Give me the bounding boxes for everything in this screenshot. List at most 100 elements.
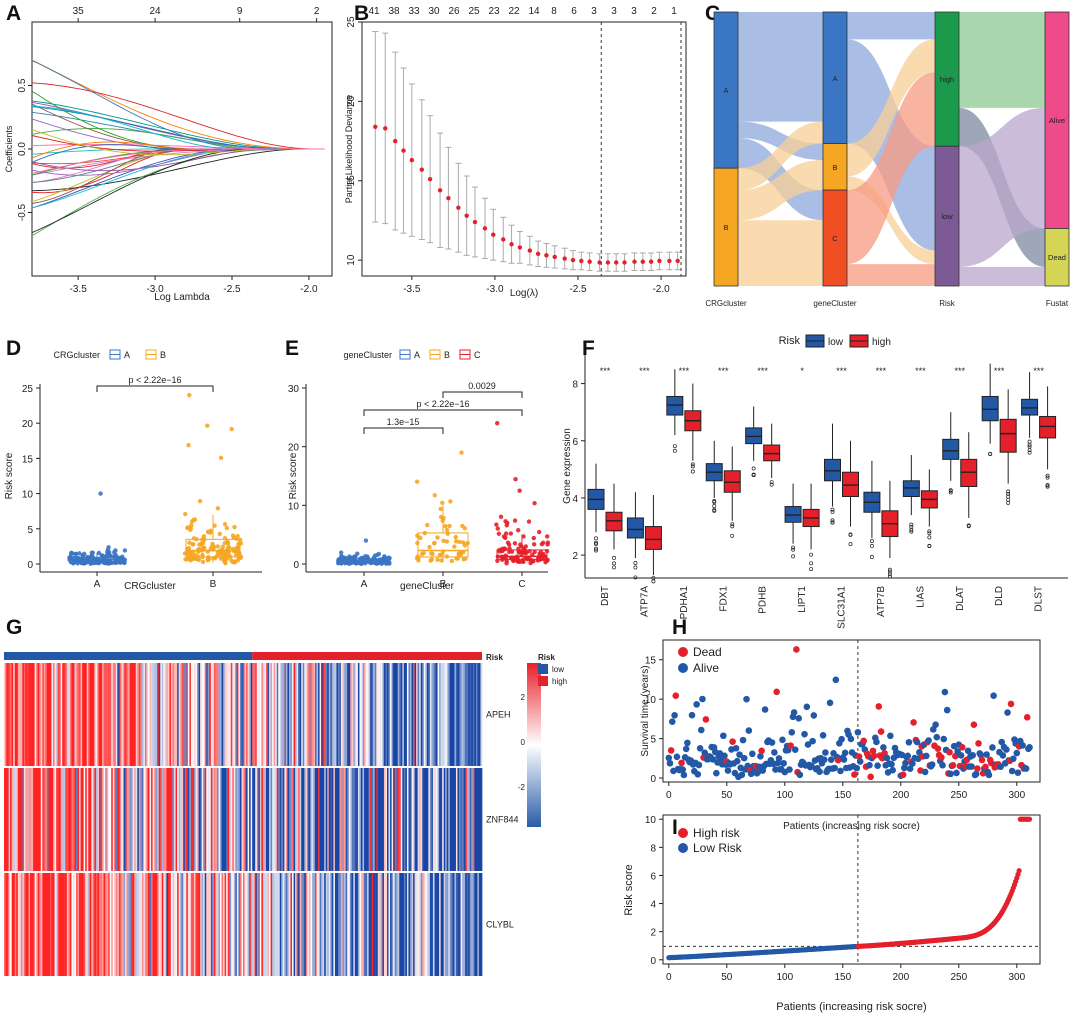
heatmap-cell [36, 663, 39, 766]
heatmap-cell [54, 768, 57, 871]
patient-point [877, 728, 885, 735]
top-tick-label: 6 [571, 6, 577, 17]
heatmap-cell [60, 873, 63, 976]
patient-point [932, 721, 939, 728]
heatmap-cell [302, 873, 305, 976]
heatmap-cell [357, 873, 360, 976]
patient-point [775, 755, 783, 762]
heatmap-cell [321, 663, 324, 766]
heatmap-cell [8, 663, 11, 766]
heatmap-cell [311, 873, 314, 976]
heatmap-cell [356, 768, 359, 871]
cv-point [579, 258, 584, 264]
data-point [222, 535, 228, 541]
heatmap-cell [411, 768, 414, 871]
heatmap-cell [293, 768, 296, 871]
heatmap-cell [82, 663, 85, 766]
patient-point [869, 747, 877, 755]
outlier-point [948, 490, 953, 495]
heatmap-cell [65, 663, 68, 766]
heatmap-cell [264, 663, 267, 766]
data-point [509, 556, 514, 561]
patient-point [832, 676, 840, 684]
heatmap-cell [405, 663, 408, 766]
heatmap-cell [466, 663, 469, 766]
heatmap-cell [367, 768, 369, 871]
heatmap-cell [209, 663, 212, 766]
heatmap-cell [108, 663, 111, 766]
heatmap-cell [151, 768, 153, 871]
patient-point [803, 703, 811, 711]
heatmap-cell [397, 768, 400, 871]
sankey-node [1044, 11, 1070, 229]
heatmap-cell [111, 663, 114, 766]
patient-point [977, 751, 985, 759]
outlier-point [769, 482, 774, 487]
heatmap-cell [68, 663, 71, 766]
data-point [224, 525, 230, 531]
y-axis-label: Risk score [288, 452, 299, 499]
heatmap-cell [270, 873, 273, 976]
heatmap-cell [347, 768, 350, 871]
heatmap-cell [160, 768, 163, 871]
heatmap-cell [117, 768, 120, 871]
data-point [544, 548, 550, 554]
heatmap-cell [111, 873, 114, 976]
heatmap-cell [391, 768, 394, 871]
heatmap-cell [408, 663, 411, 766]
heatmap-cell [419, 768, 422, 871]
gene-label: DLST [1034, 586, 1045, 612]
heatmap-cell [325, 873, 328, 976]
heatmap-cell [409, 663, 412, 766]
data-point [415, 533, 420, 538]
heatmap-cell [226, 663, 229, 766]
heatmap-cell [28, 873, 31, 976]
legend-title: Risk [538, 653, 555, 662]
patient-point [856, 758, 864, 765]
heatmap-cell [287, 663, 290, 766]
patient-point [943, 706, 951, 714]
heatmap-cell [388, 873, 391, 976]
heatmap-cell [100, 768, 103, 871]
heatmap-cell [364, 873, 366, 976]
patient-point [788, 729, 796, 736]
heatmap-cell [379, 663, 382, 766]
heatmap-cell [478, 663, 481, 766]
heatmap-cell [42, 873, 45, 976]
data-point [347, 554, 352, 559]
heatmap-cell [462, 873, 464, 976]
patient-point [887, 732, 894, 740]
heatmap-cell [413, 873, 415, 976]
outlier-point [809, 567, 814, 572]
heatmap-cell [397, 873, 400, 976]
heatmap-cell [442, 768, 445, 871]
heatmap-cell [368, 768, 371, 871]
data-point [189, 522, 194, 528]
x-tick-label: -2.5 [569, 284, 587, 295]
patient-point [696, 745, 704, 752]
data-point [122, 548, 128, 553]
outlier-point [594, 548, 598, 553]
heatmap-cell [239, 663, 242, 766]
heatmap-cell [232, 873, 235, 976]
patient-point [985, 771, 993, 779]
box [723, 470, 741, 493]
heatmap-cell [422, 768, 425, 871]
sankey-flow [847, 12, 935, 40]
patient-point [928, 761, 936, 768]
data-point [435, 535, 440, 540]
y-tick-label: -0.5 [17, 203, 28, 221]
heatmap-cell [362, 873, 365, 976]
heatmap-cell [256, 873, 259, 976]
patient-point [982, 763, 989, 771]
top-tick-label: 9 [237, 6, 243, 17]
outlier-point [966, 524, 971, 529]
data-point [352, 554, 357, 559]
box [1021, 398, 1039, 416]
heatmap-cell [172, 873, 175, 976]
heatmap-cell [151, 663, 153, 766]
heatmap-cell [463, 663, 466, 766]
heatmap-cell [351, 768, 354, 871]
heatmap-cell [471, 768, 474, 871]
outlier-point [1006, 500, 1011, 505]
